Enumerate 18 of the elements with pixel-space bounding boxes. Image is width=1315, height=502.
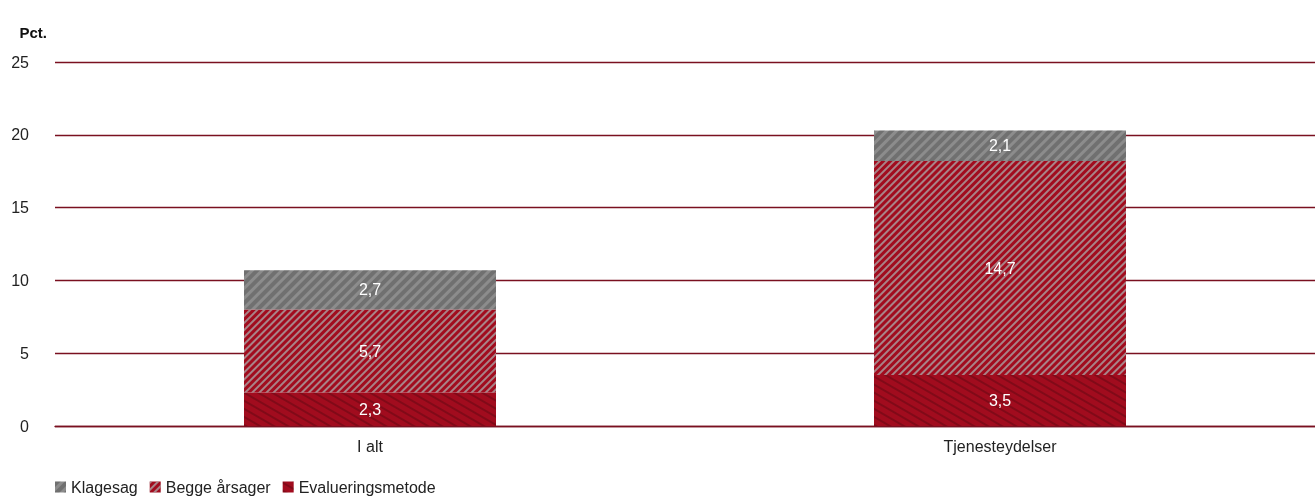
y-tick-label: 0 xyxy=(20,417,30,435)
x-tick-label: I alt xyxy=(357,437,384,455)
data-label: 5,7 xyxy=(358,342,382,360)
y-tick-label: 15 xyxy=(11,199,30,217)
y-tick-label: 5 xyxy=(20,344,30,362)
data-label: 14,7 xyxy=(984,259,1016,277)
y-tick-label: 10 xyxy=(11,271,30,289)
y-axis-title: Pct. xyxy=(19,24,47,41)
y-tick-label: 25 xyxy=(11,53,30,71)
y-tick-label: 20 xyxy=(11,126,30,144)
legend-label: Begge årsager xyxy=(165,478,272,496)
data-label: 2,7 xyxy=(358,281,382,299)
legend-label: Klagesag xyxy=(71,478,138,496)
data-label: 2,1 xyxy=(988,137,1012,155)
legend-label: Evalueringsmetode xyxy=(298,478,436,496)
data-label: 2,3 xyxy=(358,400,382,418)
data-label: 3,5 xyxy=(988,392,1012,410)
x-tick-label: Tjenesteydelser xyxy=(943,437,1058,455)
